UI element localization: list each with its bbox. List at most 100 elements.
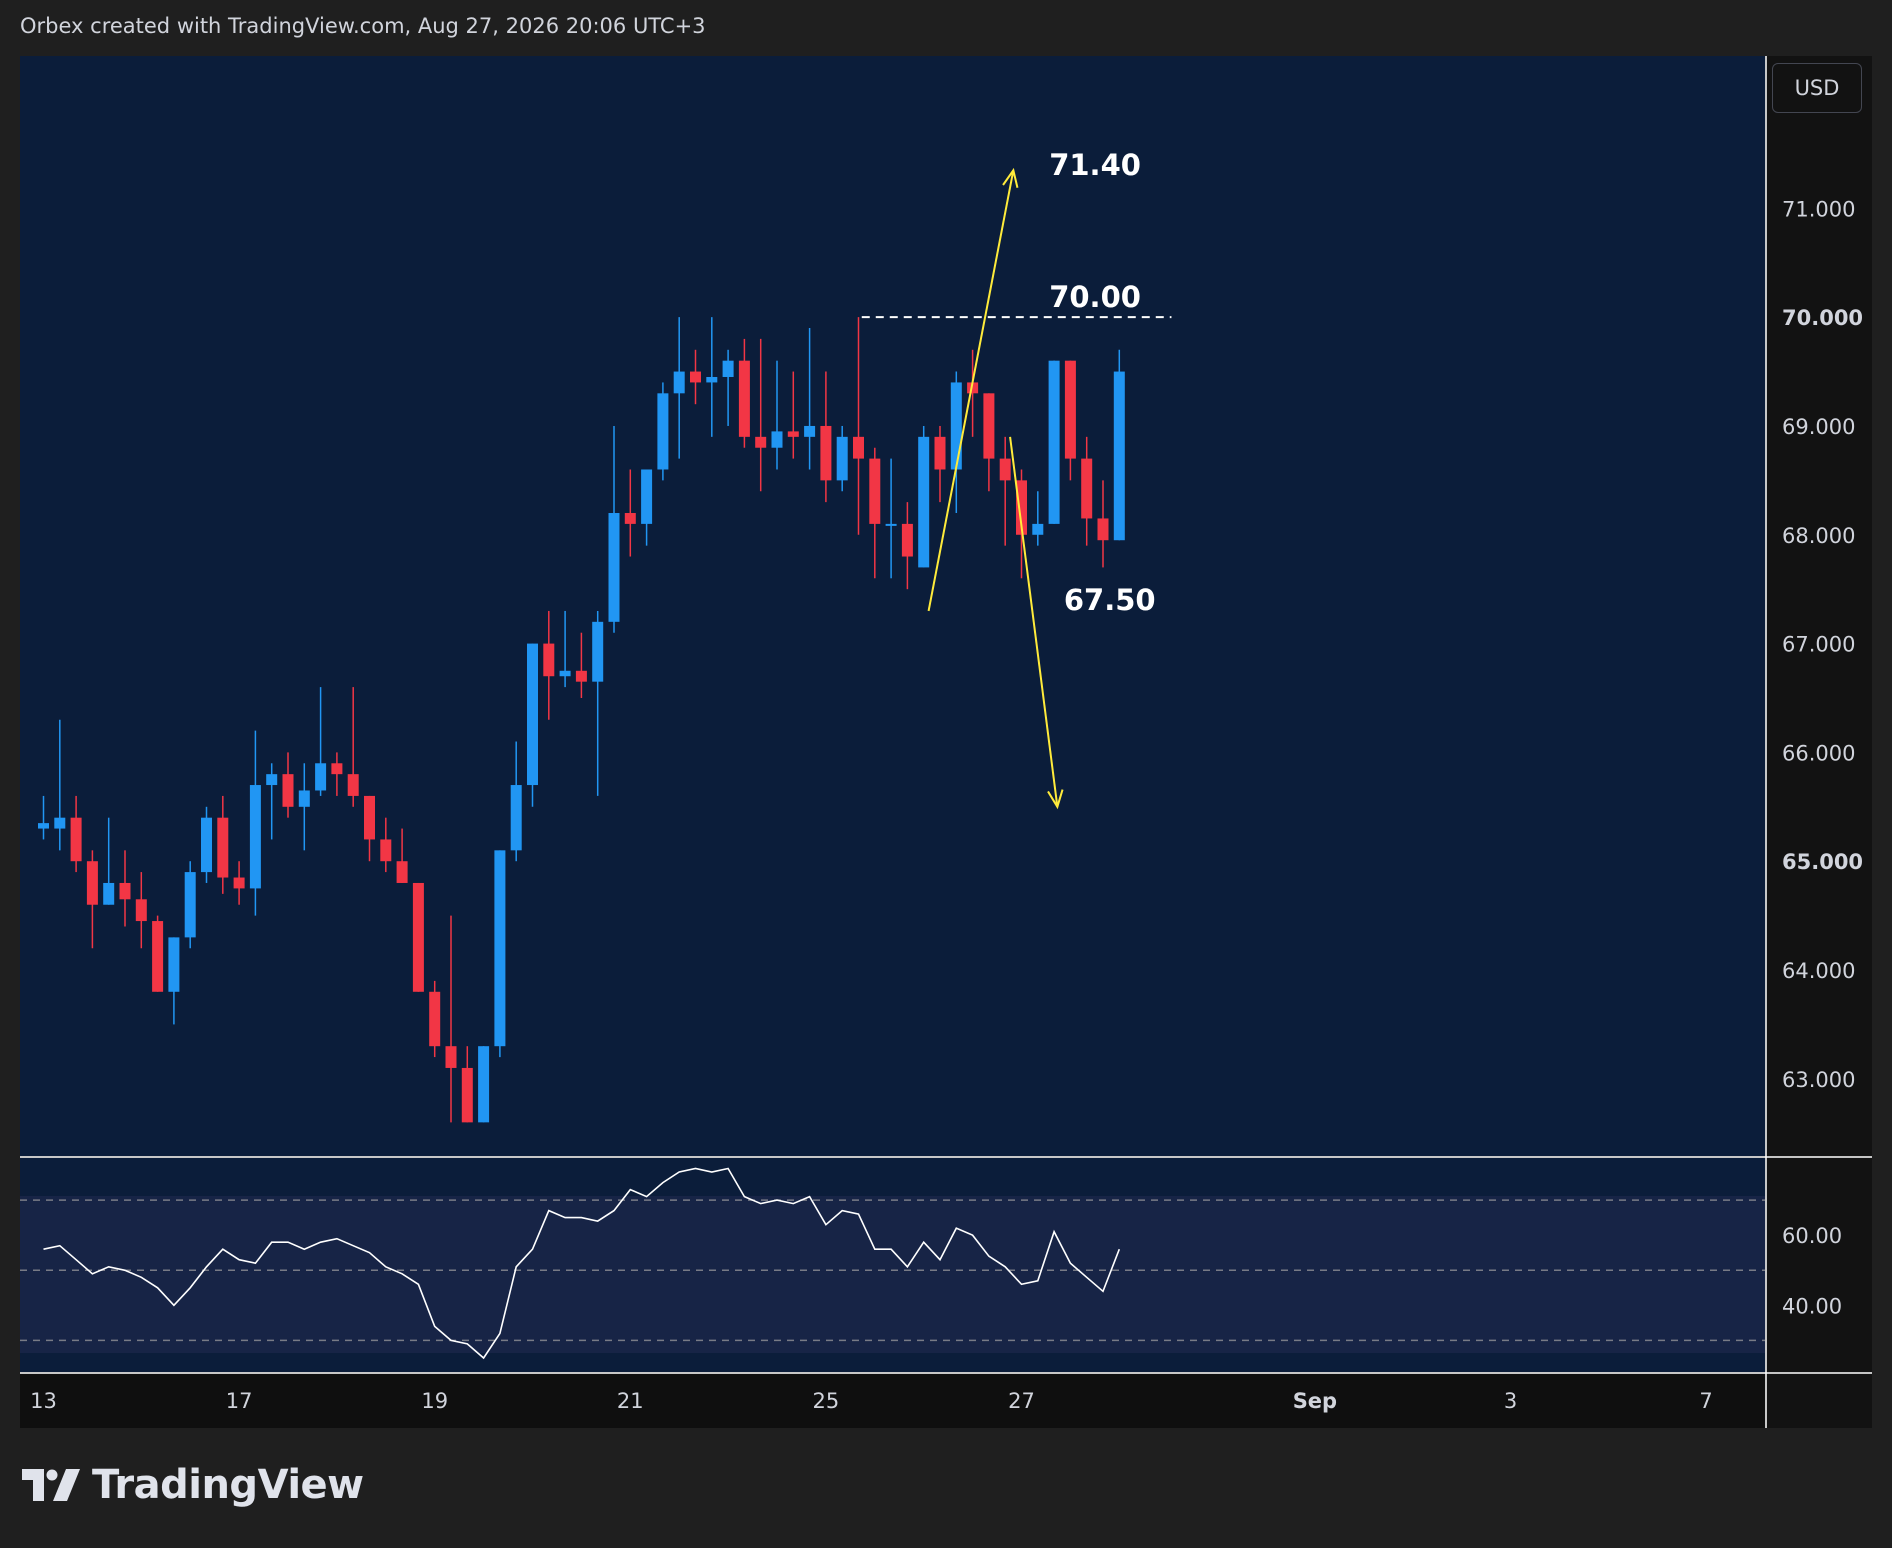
candle: [901, 502, 913, 590]
candle-body: [152, 921, 164, 992]
candle-body: [494, 850, 506, 1047]
candle-body: [690, 371, 701, 383]
candle-body: [755, 436, 767, 448]
candle: [184, 861, 196, 949]
candle-body: [1097, 518, 1109, 541]
candle: [559, 610, 571, 688]
candle-body: [673, 371, 685, 394]
candle: [494, 850, 506, 1058]
candle: [412, 882, 424, 992]
tradingview-logo[interactable]: TradingView: [22, 1462, 364, 1508]
candle: [380, 817, 392, 873]
candle-body: [184, 872, 196, 938]
candle: [478, 1046, 490, 1123]
candle: [1097, 480, 1109, 568]
price-tick-label: 71.000: [1782, 197, 1855, 221]
tradingview-logo-icon: [22, 1469, 80, 1501]
candle-body: [869, 458, 881, 524]
annotation-67-50: 67.50: [1064, 583, 1156, 617]
candle-body: [445, 1046, 457, 1068]
candle: [54, 719, 66, 851]
candle-body: [412, 882, 424, 992]
price-tick-label: 70.000: [1782, 306, 1863, 330]
candle-body: [787, 431, 799, 437]
candle-body: [1048, 360, 1060, 524]
time-tick-label: 7: [1699, 1389, 1712, 1413]
rsi-tick-label: 60.00: [1782, 1224, 1842, 1248]
candle: [103, 817, 115, 905]
candle: [934, 425, 946, 503]
time-tick-label: 3: [1504, 1389, 1517, 1413]
candle-body: [1016, 480, 1027, 535]
candle-body: [999, 458, 1011, 481]
candle-body: [608, 513, 620, 622]
candle-body: [331, 763, 343, 775]
candle: [624, 469, 636, 557]
candle: [364, 795, 375, 862]
candle: [836, 425, 848, 492]
candle: [168, 937, 180, 1025]
candle: [331, 752, 343, 796]
price-tick-label: 64.000: [1782, 959, 1855, 983]
price-tick-label: 63.000: [1782, 1068, 1855, 1092]
candle-body: [624, 513, 636, 524]
candle-body: [282, 774, 294, 807]
time-tick-label: 25: [813, 1389, 840, 1413]
candle-body: [1064, 360, 1076, 459]
candle: [690, 349, 701, 405]
candle: [315, 687, 327, 796]
candle: [510, 741, 522, 862]
candle: [983, 393, 995, 492]
candle: [950, 371, 962, 514]
candle: [608, 425, 620, 633]
candle: [249, 730, 261, 916]
candle-body: [836, 436, 848, 481]
time-tick-label: Sep: [1293, 1389, 1337, 1413]
candle-body: [1113, 371, 1125, 541]
candle-body: [380, 839, 392, 862]
time-tick-label: 19: [421, 1389, 448, 1413]
candle-body: [54, 817, 66, 829]
candle: [461, 1046, 473, 1123]
candle-body: [559, 670, 571, 677]
candle-body: [918, 436, 930, 568]
candle: [869, 447, 881, 579]
candle: [706, 317, 718, 437]
candle: [217, 795, 229, 894]
candle: [429, 980, 441, 1058]
candle: [967, 349, 979, 437]
candle: [755, 338, 767, 492]
candlestick-series: [38, 317, 1125, 1123]
candle-body: [592, 621, 604, 682]
candle: [999, 436, 1011, 546]
candle: [1081, 436, 1093, 546]
candle-body: [119, 882, 131, 900]
candle-body: [771, 431, 783, 448]
candle: [201, 806, 212, 883]
candle-body: [201, 817, 212, 873]
time-axis-background: [20, 1374, 1765, 1428]
candle-body: [38, 823, 49, 829]
currency-button[interactable]: USD: [1772, 63, 1862, 113]
candle: [820, 371, 832, 503]
arrow-up: [927, 170, 1015, 612]
candle-body: [950, 382, 962, 470]
candle-body: [396, 861, 408, 883]
rsi-tick-label: 40.00: [1782, 1294, 1842, 1318]
candle-body: [804, 425, 816, 437]
annotation-70-00: 70.00: [1049, 280, 1141, 314]
candle-body: [1032, 523, 1044, 535]
candle: [298, 763, 310, 851]
candle: [135, 872, 147, 949]
time-axis-ticks: 13 17 19 21 25 27 Sep 3 7: [30, 1389, 1713, 1413]
candle: [282, 752, 294, 818]
candle-body: [315, 763, 327, 791]
candle-body: [853, 436, 864, 459]
price-axis-background: [1767, 56, 1872, 1428]
rsi-layer: 40.00 60.00: [20, 1167, 1842, 1360]
candle: [804, 328, 816, 470]
candle-body: [641, 469, 653, 524]
candle: [1064, 360, 1076, 481]
candle: [152, 915, 164, 992]
candle-body: [429, 991, 441, 1047]
